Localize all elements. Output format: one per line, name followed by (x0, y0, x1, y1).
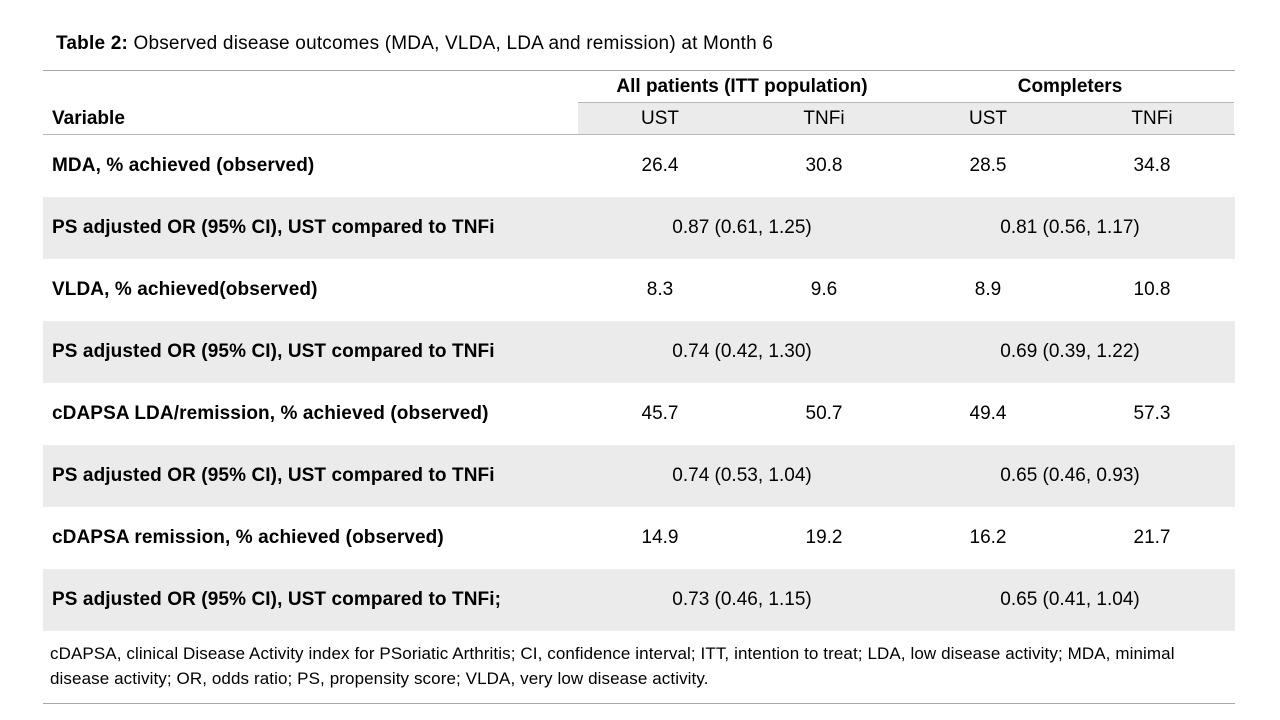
value-cell: 9.6 (810, 279, 838, 300)
row-label: MDA, % achieved (observed) (52, 155, 315, 176)
group-header-itt: All patients (ITT population) (578, 71, 906, 103)
group-header-spacer (43, 71, 578, 103)
group-header-row: All patients (ITT population) Completers (43, 71, 1235, 103)
row-label: VLDA, % achieved(observed) (52, 279, 318, 300)
table-row-cdapsa-remission: cDAPSA remission, % achieved (observed) … (43, 507, 1235, 569)
or-value-completers: 0.81 (0.56, 1.17) (1000, 217, 1140, 238)
table-row-mda-or: PS adjusted OR (95% CI), UST compared to… (43, 197, 1235, 259)
table-row-cdapsa-remission-or: PS adjusted OR (95% CI), UST compared to… (43, 569, 1235, 631)
sub-header-row: Variable UST TNFi UST TNFi (43, 103, 1235, 135)
value-cell: 28.5 (969, 155, 1007, 176)
value-cell: 8.9 (974, 279, 1002, 300)
value-cell: 8.3 (646, 279, 674, 300)
table-row-mda: MDA, % achieved (observed) 26.4 30.8 28.… (43, 135, 1235, 197)
row-label: cDAPSA LDA/remission, % achieved (observ… (52, 403, 489, 424)
sub-header-tnfi-itt: TNFi (742, 103, 906, 134)
row-label: PS adjusted OR (95% CI), UST compared to… (52, 589, 502, 610)
or-value-completers: 0.69 (0.39, 1.22) (1000, 341, 1140, 362)
or-value-itt: 0.74 (0.53, 1.04) (672, 465, 812, 486)
value-cell: 10.8 (1133, 279, 1171, 300)
value-cell: 34.8 (1133, 155, 1171, 176)
or-value-completers: 0.65 (0.46, 0.93) (1000, 465, 1140, 486)
table-figure: Table 2: Observed disease outcomes (MDA,… (43, 0, 1235, 705)
value-cell: 26.4 (641, 155, 679, 176)
sub-header-tnfi-completers: TNFi (1070, 103, 1234, 134)
group-header-completers: Completers (906, 71, 1234, 103)
value-cell: 19.2 (805, 527, 843, 548)
value-cell: 14.9 (641, 527, 679, 548)
or-value-itt: 0.87 (0.61, 1.25) (672, 217, 812, 238)
table-row-vlda-or: PS adjusted OR (95% CI), UST compared to… (43, 321, 1235, 383)
or-value-itt: 0.73 (0.46, 1.15) (672, 589, 812, 610)
table-row-cdapsa-lda: cDAPSA LDA/remission, % achieved (observ… (43, 383, 1235, 445)
value-cell: 45.7 (641, 403, 679, 424)
row-label: PS adjusted OR (95% CI), UST compared to… (52, 465, 495, 486)
variable-header: Variable (52, 107, 125, 129)
table-title-text: Observed disease outcomes (MDA, VLDA, LD… (128, 33, 774, 54)
row-label: PS adjusted OR (95% CI), UST compared to… (52, 217, 495, 238)
row-label: PS adjusted OR (95% CI), UST compared to… (52, 341, 495, 362)
value-cell: 16.2 (969, 527, 1007, 548)
table-row-vlda: VLDA, % achieved(observed) 8.3 9.6 8.9 1… (43, 259, 1235, 321)
table-footnote: cDAPSA, clinical Disease Activity index … (43, 642, 1235, 705)
outcomes-table: All patients (ITT population) Completers… (43, 70, 1235, 631)
value-cell: 30.8 (805, 155, 843, 176)
table-title-prefix: Table 2: (56, 33, 128, 54)
or-value-itt: 0.74 (0.42, 1.30) (672, 341, 812, 362)
table-row-cdapsa-lda-or: PS adjusted OR (95% CI), UST compared to… (43, 445, 1235, 507)
table-title: Table 2: Observed disease outcomes (MDA,… (43, 33, 1235, 55)
sub-header-ust-completers: UST (906, 103, 1070, 134)
value-cell: 49.4 (969, 403, 1007, 424)
sub-header-ust-itt: UST (578, 103, 742, 134)
value-cell: 50.7 (805, 403, 843, 424)
or-value-completers: 0.65 (0.41, 1.04) (1000, 589, 1140, 610)
value-cell: 21.7 (1133, 527, 1171, 548)
value-cell: 57.3 (1133, 403, 1171, 424)
row-label: cDAPSA remission, % achieved (observed) (52, 527, 444, 548)
